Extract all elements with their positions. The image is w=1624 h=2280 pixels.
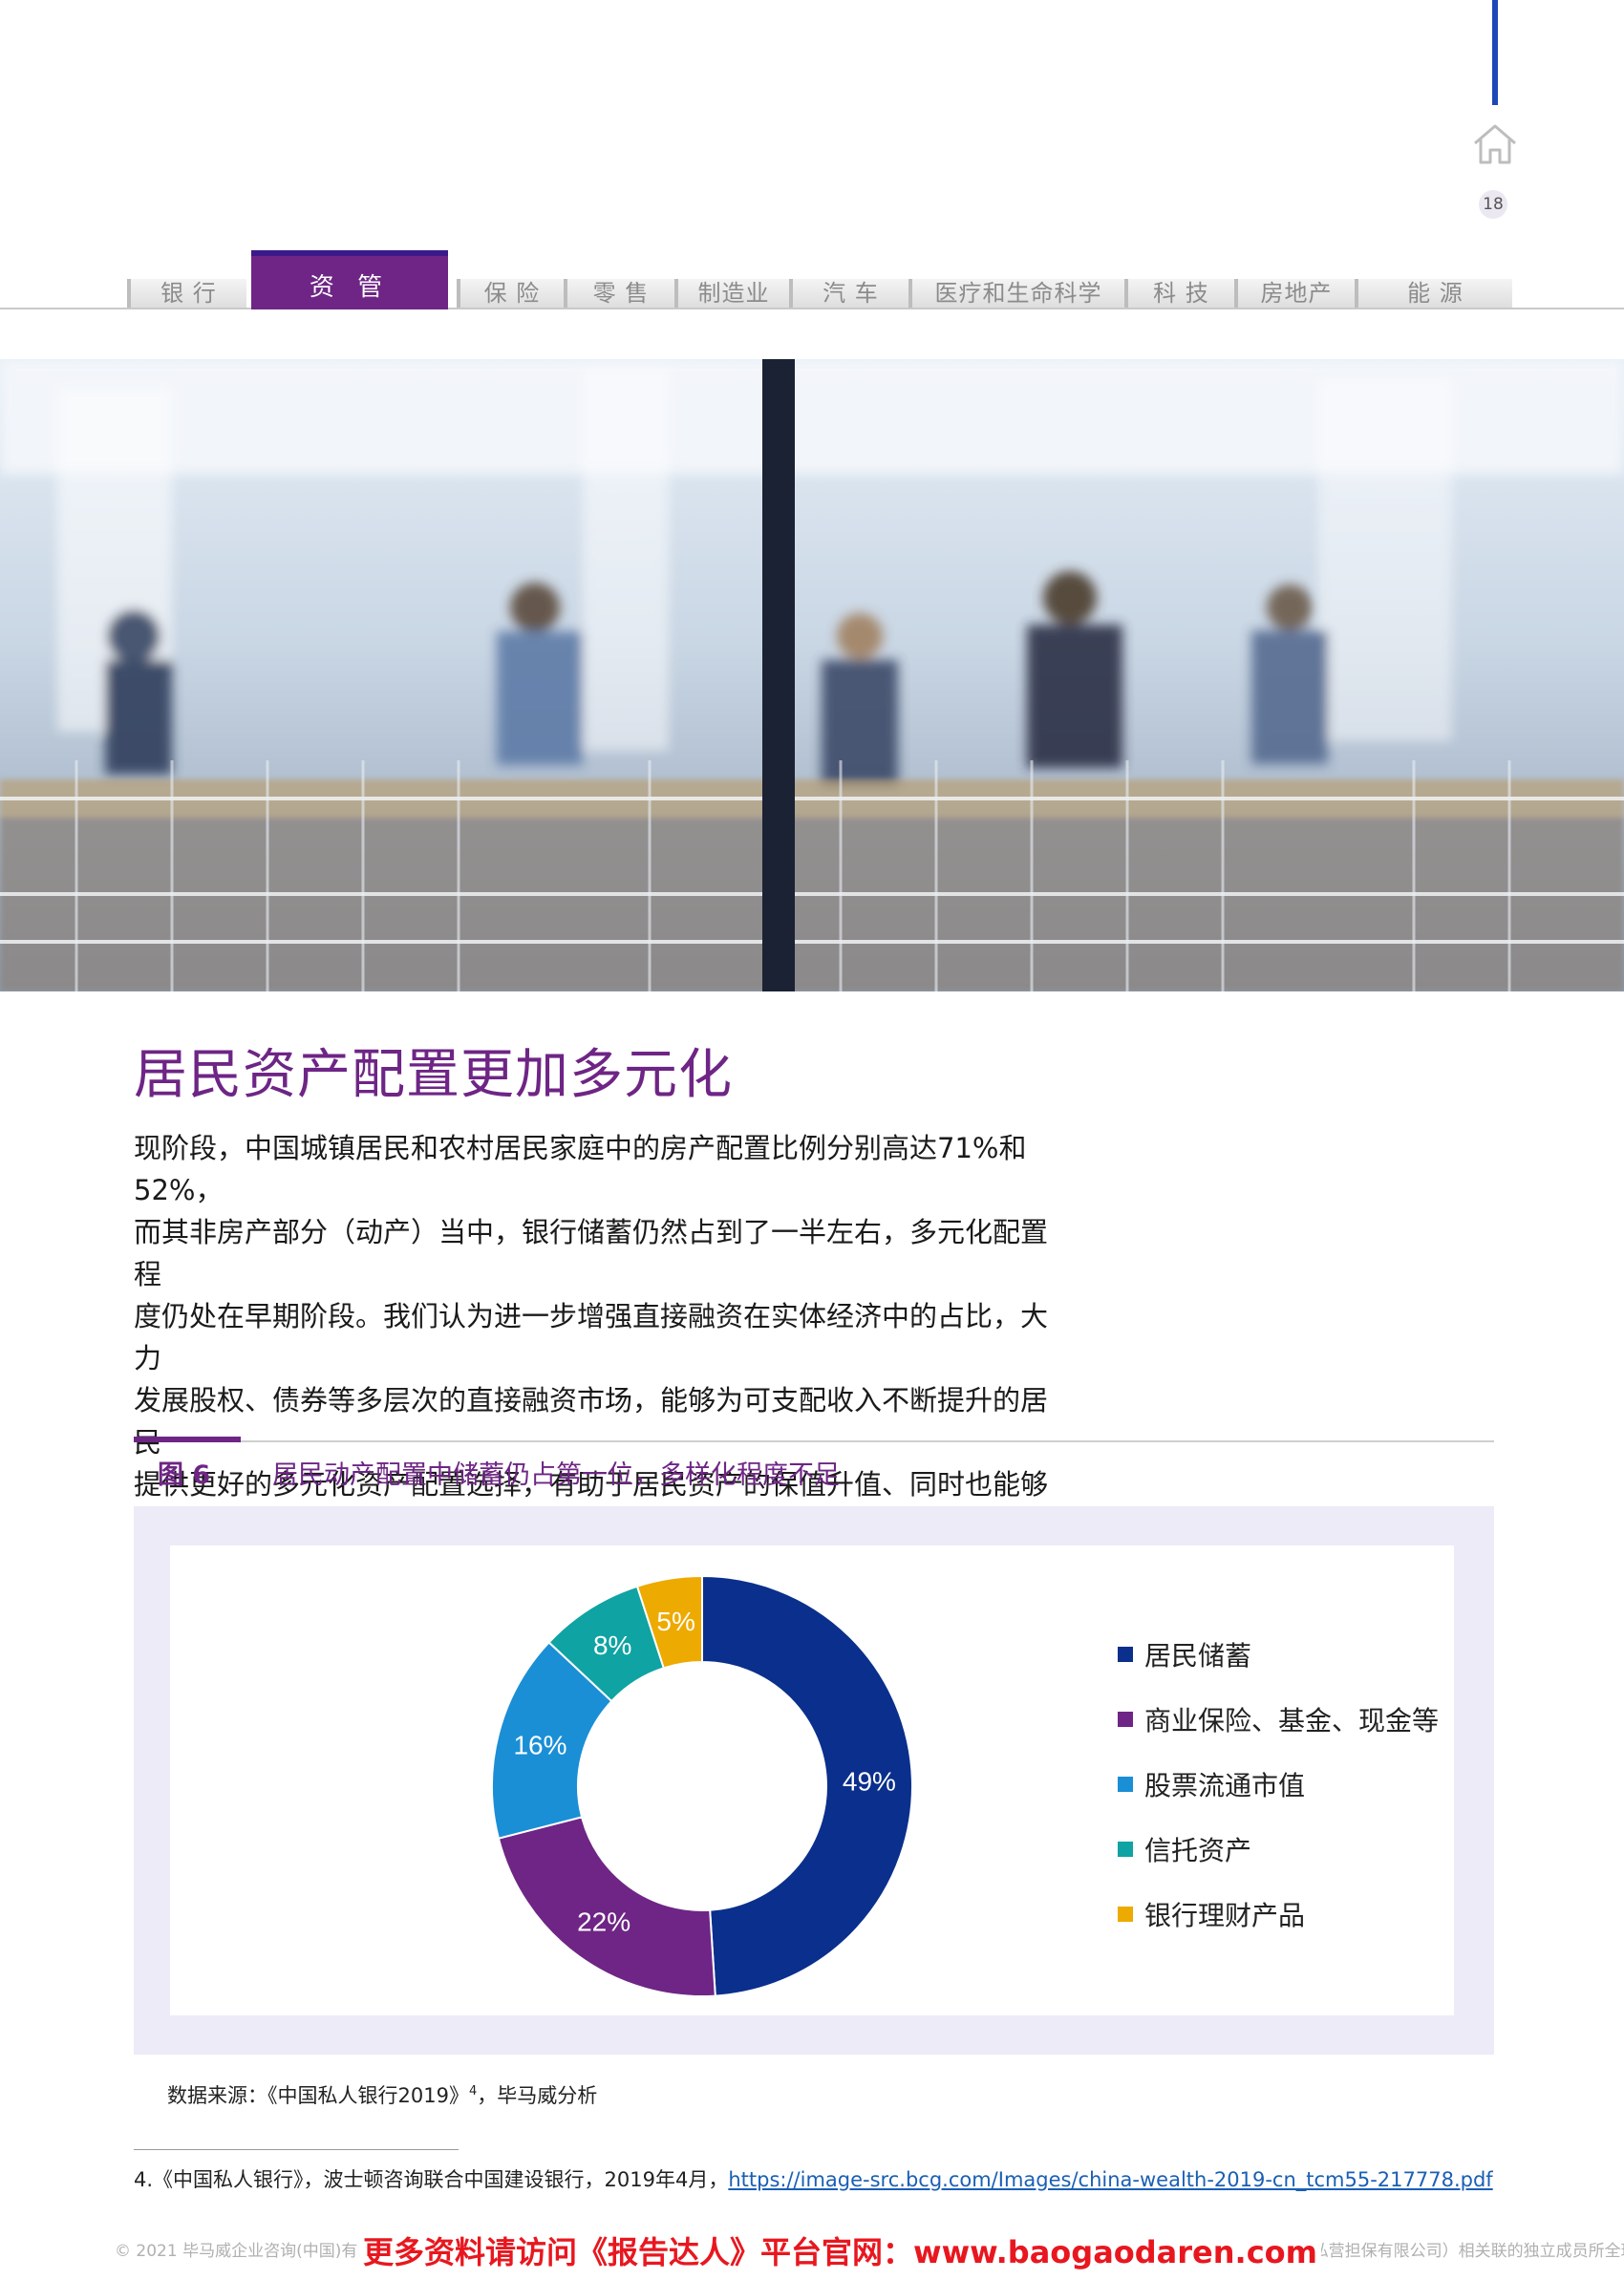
tab-asset-management[interactable] [251, 250, 448, 309]
tab-insurance[interactable]: 保 险 [457, 279, 564, 308]
figure-rule-accent [134, 1437, 241, 1442]
legend-swatch [1118, 1712, 1133, 1727]
figure-rule [134, 1440, 1494, 1442]
legend-item: 商业保险、基金、现金等 [1118, 1700, 1439, 1737]
legend-label: 银行理财产品 [1144, 1900, 1306, 1931]
legend-item: 股票流通市值 [1118, 1765, 1305, 1801]
legend-label: 股票流通市值 [1144, 1770, 1306, 1801]
article-title: 居民资产配置更加多元化 [134, 1044, 733, 1106]
slice-value-label: 5% [656, 1607, 694, 1636]
footnote: 4.《中国私人银行》，波士顿咨询联合中国建设银行，2019年4月，https:/… [134, 2164, 1493, 2193]
section-nav: 银 行 保 险 零 售 制造业 汽 车 医疗和生命科学 科 技 房地产 能 源 [127, 279, 1512, 308]
slice-value-label: 16% [513, 1730, 566, 1759]
legend-swatch [1118, 1842, 1133, 1857]
legend-item: 居民储蓄 [1118, 1635, 1251, 1672]
footnote-text: 4.《中国私人银行》，波士顿咨询联合中国建设银行，2019年4月， [134, 2168, 729, 2191]
legend-label: 商业保险、基金、现金等 [1144, 1705, 1440, 1737]
source-footnote-ref: 4 [468, 2084, 478, 2099]
home-icon[interactable] [1471, 122, 1519, 166]
tab-asset-management-label[interactable]: 资 管 [309, 273, 391, 302]
legend-label: 居民储蓄 [1144, 1640, 1252, 1672]
legend-item: 信托资产 [1118, 1830, 1251, 1866]
tab-retail[interactable]: 零 售 [564, 279, 674, 308]
figure-source: 数据来源：《中国私人银行2019》4，毕马威分析 [167, 2080, 597, 2109]
page-number: 18 [1479, 190, 1507, 219]
legend-swatch [1118, 1907, 1133, 1922]
donut-slice [635, 1574, 703, 1670]
source-suffix: ，毕马威分析 [477, 2084, 598, 2107]
slice-value-label: 8% [593, 1630, 631, 1660]
slice-value-label: 22% [577, 1907, 630, 1937]
legend-item: 银行理财产品 [1118, 1895, 1305, 1931]
top-accent-bar [1492, 0, 1498, 105]
figure-label: 图 6 [158, 1460, 211, 1490]
figure-caption: 居民动产配置中储蓄仍占第一位，多样化程度不足 [272, 1460, 840, 1490]
legend-swatch [1118, 1777, 1133, 1792]
tab-real-estate[interactable]: 房地产 [1234, 279, 1355, 308]
tab-technology[interactable]: 科 技 [1124, 279, 1234, 308]
paragraph-line: 而其非房产部分（动产）当中，银行储蓄仍然占到了一半左右，多元化配置程 [134, 1216, 1049, 1290]
tab-energy[interactable]: 能 源 [1355, 279, 1512, 308]
donut-chart: 49% 22% 16% 8% 5% [491, 1574, 914, 1997]
source-prefix: 数据来源：《中国私人银行2019》 [167, 2084, 469, 2107]
legend-swatch [1118, 1647, 1133, 1662]
active-tab-topline [251, 250, 448, 256]
nav-baseline [0, 308, 1624, 309]
footnote-link[interactable]: https://image-src.bcg.com/Images/china-w… [728, 2168, 1493, 2191]
hero-office-photo [0, 359, 1624, 991]
donut-slice [497, 1816, 716, 1997]
tab-automotive[interactable]: 汽 车 [789, 279, 908, 308]
paragraph-line: 提供更好的多元化资产配置选择，有助于居民资产的保值升值、同时也能够增 [134, 1468, 1049, 1543]
legend-label: 信托资产 [1144, 1835, 1252, 1866]
paragraph-line: 发展股权、债券等多层次的直接融资市场，能够为可支配收入不断提升的居民 [134, 1384, 1049, 1459]
footnote-rule [134, 2149, 459, 2150]
paragraph-line: 现阶段，中国城镇居民和农村居民家庭中的房产配置比例分别高达71%和52%， [134, 1132, 1027, 1206]
paragraph-line: 度仍处在早期阶段。我们认为进一步增强直接融资在实体经济中的占比，大力 [134, 1300, 1049, 1374]
tab-manufacturing[interactable]: 制造业 [674, 279, 789, 308]
slice-value-label: 49% [843, 1767, 896, 1797]
tab-banking[interactable]: 银 行 [127, 279, 246, 308]
tab-healthcare[interactable]: 医疗和生命科学 [908, 279, 1124, 308]
watermark-banner: 更多资料请访问《报告达人》平台官网：www.baogaodaren.com [359, 2228, 1321, 2272]
donut-slice [701, 1574, 914, 1997]
